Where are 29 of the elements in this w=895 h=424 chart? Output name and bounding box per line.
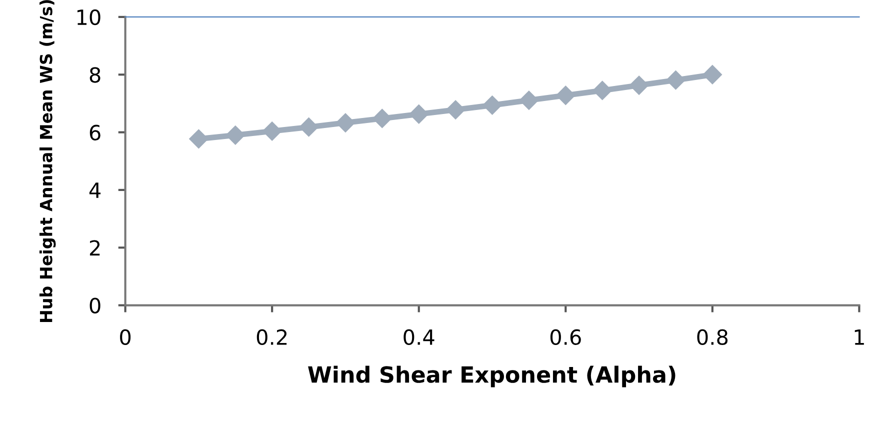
point — [226, 126, 245, 145]
x-axis-title: Wind Shear Exponent (Alpha) — [308, 366, 676, 388]
point — [372, 108, 392, 128]
y-axis-title: Hub Height Annual Mean WS (m/s) — [39, 0, 56, 322]
point — [519, 90, 538, 110]
y-tick-label: 2 — [90, 240, 100, 256]
x-tick-label: 0.2 — [256, 329, 287, 346]
point — [299, 118, 318, 137]
y-tick-label: 10 — [77, 9, 100, 26]
y-tick-label: 4 — [89, 182, 101, 198]
point — [446, 100, 466, 120]
point — [336, 113, 356, 132]
x-tick-label: 0.4 — [404, 329, 434, 346]
y-tick-label: 0 — [90, 298, 100, 314]
point — [189, 129, 208, 148]
point — [702, 65, 722, 84]
x-tick-label: 0 — [120, 329, 131, 346]
point — [262, 122, 282, 141]
point — [409, 104, 428, 124]
point — [666, 70, 686, 90]
point — [556, 86, 576, 105]
y-tick-label: 6 — [90, 124, 100, 140]
x-tick-label: 0.8 — [697, 329, 728, 346]
y-tick-label: 8 — [90, 67, 100, 83]
x-tick-label: 0.6 — [550, 329, 581, 346]
point — [482, 96, 502, 115]
point — [592, 80, 612, 100]
point — [629, 76, 649, 95]
x-tick-label: 1 — [854, 330, 864, 345]
